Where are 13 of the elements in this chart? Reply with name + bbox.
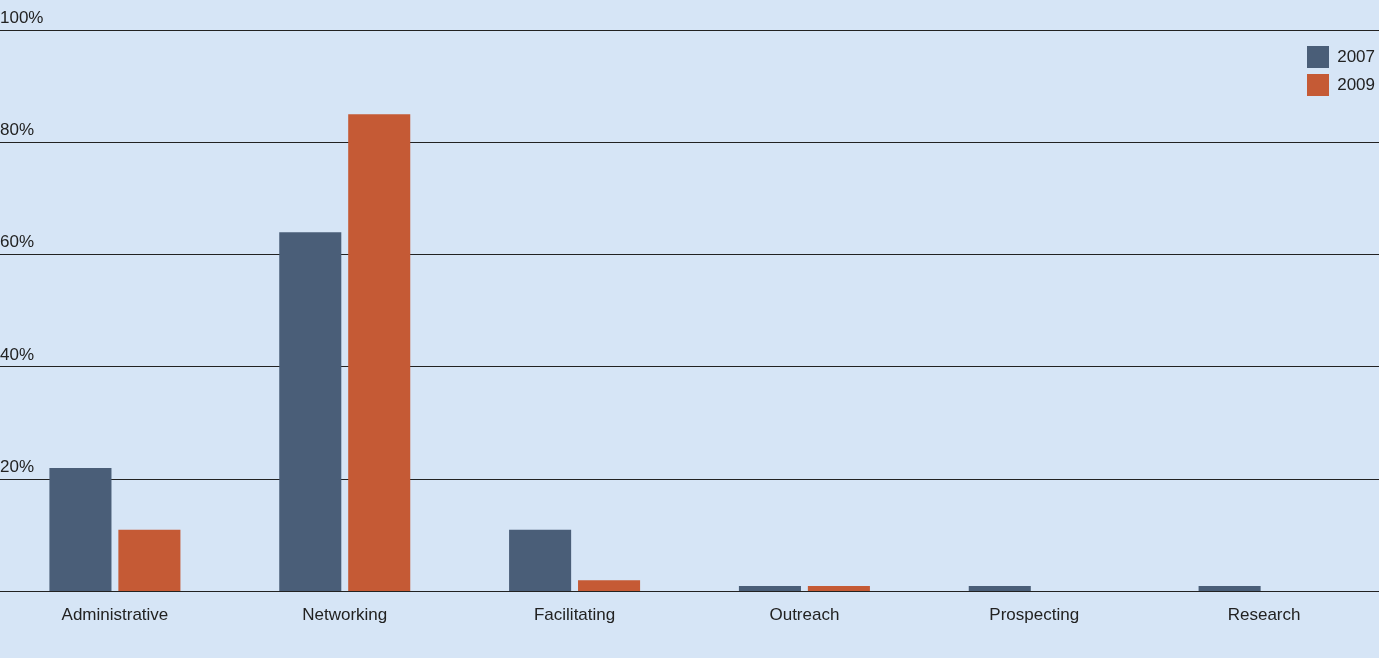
y-tick-label: 80% (0, 120, 35, 140)
x-tick-label: Networking (302, 605, 388, 625)
y-tick-label: 100% (0, 7, 44, 27)
x-tick-label: Facilitating (533, 605, 616, 625)
y-tick-label: 40% (0, 344, 35, 364)
x-tick-label: Research (1227, 605, 1301, 625)
y-tick-label: 60% (0, 232, 35, 252)
legend-label: 2007 (1337, 47, 1375, 67)
y-tick-label: 20% (0, 456, 35, 476)
x-tick-label: Outreach (769, 605, 840, 625)
x-tick-label: Administrative (61, 605, 169, 625)
legend-label: 2009 (1337, 75, 1375, 95)
x-tick-label: Prospecting (989, 605, 1080, 625)
